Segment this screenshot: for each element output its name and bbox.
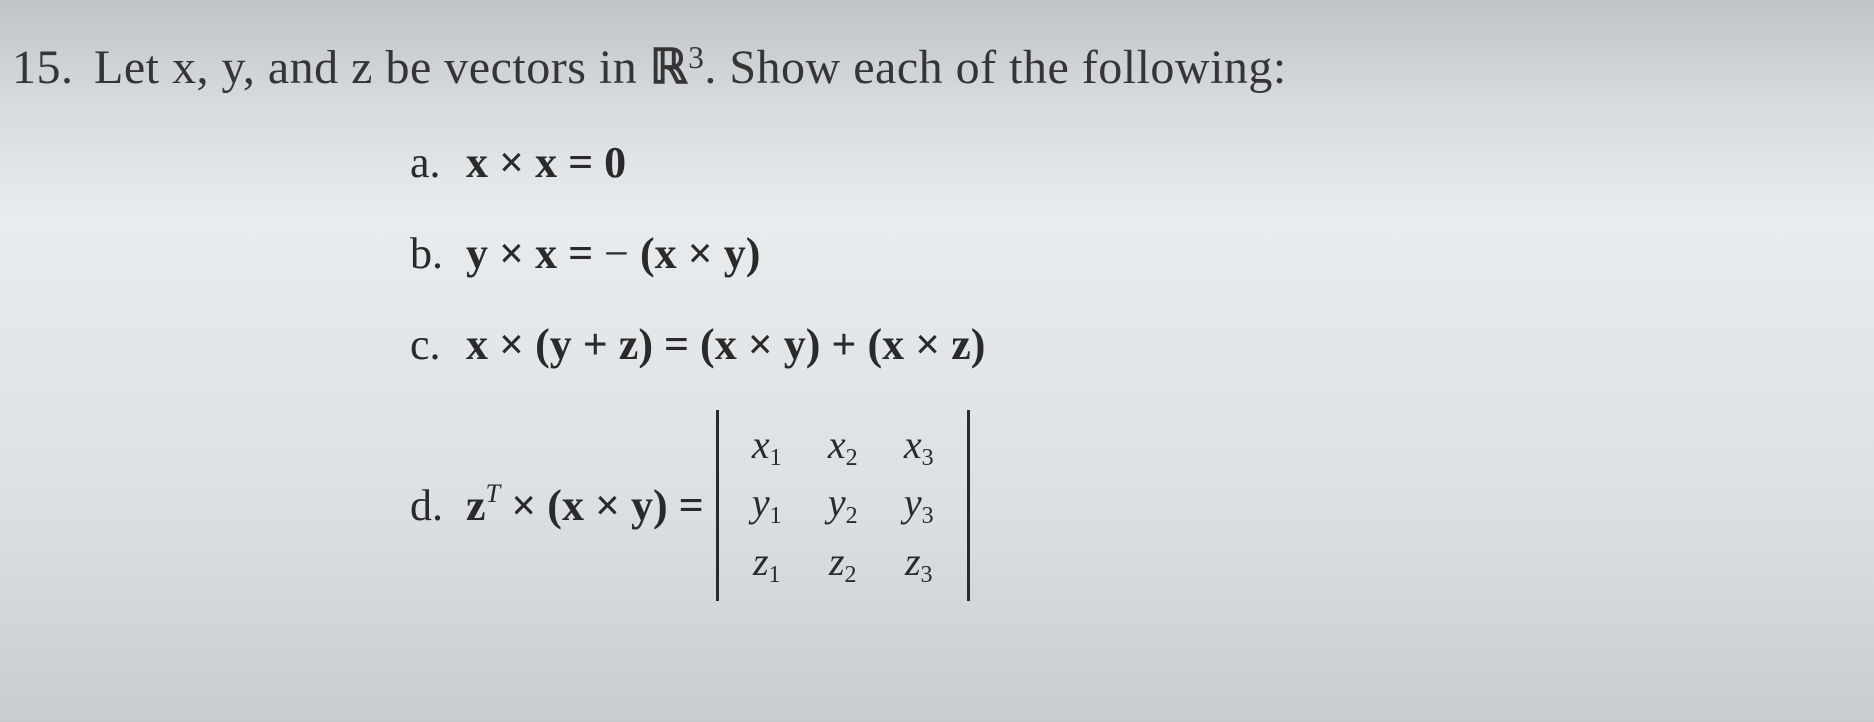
text: . Show each of the following: (704, 41, 1286, 94)
det-row-3: z1 z2 z3 (743, 535, 943, 593)
det-bar-right (967, 410, 970, 601)
cell: z2 (819, 535, 867, 593)
rhs: (x × y) (640, 229, 760, 278)
text: Let (94, 41, 172, 94)
part-label: d. (410, 480, 466, 531)
part-d: d. zT × (x × y) = x1 x2 x3 y1 y2 y3 (410, 410, 1874, 601)
cell: y2 (819, 476, 867, 534)
det-row-1: x1 x2 x3 (743, 418, 943, 476)
problem-number: 15. (12, 40, 74, 95)
z: z (466, 481, 486, 530)
cell: x1 (743, 418, 791, 476)
part-c: c. x × (y + z) = (x × y) + (x × z) (410, 319, 1874, 370)
expression: y × x = − (x × y) (466, 228, 760, 279)
cell: y1 (743, 476, 791, 534)
var-z: z (351, 41, 373, 94)
cell: z3 (895, 535, 943, 593)
determinant: x1 x2 x3 y1 y2 y3 z1 z2 z3 (716, 410, 970, 601)
vars-xy: x, y, (172, 41, 255, 94)
real-symbol: ℝ (650, 41, 689, 94)
part-label: b. (410, 228, 466, 279)
text: and (255, 41, 351, 94)
cell: y3 (895, 476, 943, 534)
expression: x × (y + z) = (x × y) + (x × z) (466, 319, 985, 370)
det-row-2: y1 y2 y3 (743, 476, 943, 534)
part-label: a. (410, 137, 466, 188)
neg: − (604, 229, 640, 278)
problem-statement: 15. Let x, y, and z be vectors in ℝ3. Sh… (0, 38, 1874, 95)
part-b: b. y × x = − (x × y) (410, 228, 1874, 279)
text: be vectors in (373, 41, 650, 94)
lhs: zT × (x × y) = (466, 480, 704, 531)
det-content: x1 x2 x3 y1 y2 y3 z1 z2 z3 (719, 410, 967, 601)
cell: x3 (895, 418, 943, 476)
cell: z1 (743, 535, 791, 593)
rest: × (x × y) = (500, 481, 704, 530)
part-label: c. (410, 319, 466, 370)
part-a: a. x × x = 0 (410, 137, 1874, 188)
transpose: T (486, 478, 501, 508)
lhs: y × x = (466, 229, 604, 278)
power: 3 (688, 40, 704, 75)
textbook-page: 15. Let x, y, and z be vectors in ℝ3. Sh… (0, 0, 1874, 601)
expression: x × x = 0 (466, 137, 626, 188)
parts-list: a. x × x = 0 b. y × x = − (x × y) c. x ×… (0, 137, 1874, 601)
cell: x2 (819, 418, 867, 476)
